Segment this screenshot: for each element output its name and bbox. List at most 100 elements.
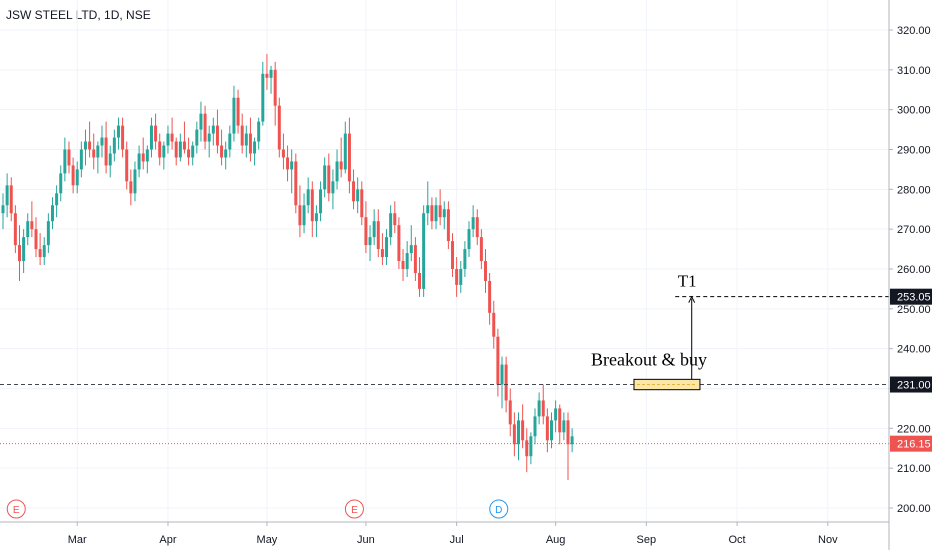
- candle-body: [298, 205, 302, 226]
- earnings-badge[interactable]: [344, 499, 364, 519]
- candle-body: [67, 149, 71, 166]
- candle-body: [533, 416, 537, 437]
- candle-body: [430, 205, 434, 222]
- current-price-label-box: [890, 435, 932, 452]
- candle-body: [215, 125, 219, 146]
- candle-body: [96, 145, 100, 158]
- dividend-badge-letter: D: [495, 505, 502, 516]
- candle-body: [199, 113, 203, 130]
- y-tick-label: 220.00: [897, 423, 931, 435]
- candle-body: [368, 237, 372, 246]
- x-tick-label: Sep: [637, 534, 657, 546]
- candle-body: [488, 280, 492, 313]
- x-tick-label: Jun: [357, 534, 375, 546]
- candle-body: [129, 181, 133, 194]
- y-tick-label: 320.00: [897, 25, 931, 37]
- candle-body: [88, 141, 92, 150]
- candle-body: [1, 205, 5, 214]
- candle-body: [512, 424, 516, 445]
- candle-body: [9, 185, 13, 214]
- candle-body: [149, 125, 153, 150]
- candle-body: [339, 161, 343, 170]
- candle-body: [459, 269, 463, 285]
- candle-body: [451, 241, 455, 269]
- candle-body: [500, 364, 504, 385]
- target-price-label-text: 253.05: [897, 292, 931, 304]
- candle-body: [413, 245, 417, 273]
- candle-body: [137, 153, 141, 170]
- y-tick-label: 300.00: [897, 105, 931, 117]
- candle-body: [236, 97, 240, 126]
- candle-body: [240, 125, 244, 146]
- x-tick-label: Mar: [68, 534, 87, 546]
- candle-body: [463, 249, 467, 269]
- candle-body: [211, 125, 215, 134]
- y-tick-label: 200.00: [897, 503, 931, 515]
- candle-body: [79, 149, 83, 170]
- candle-body: [455, 269, 459, 285]
- candle-body: [116, 125, 120, 138]
- level-price-label-box: [890, 376, 932, 393]
- candle-body: [380, 249, 384, 258]
- earnings-badge[interactable]: [6, 499, 26, 519]
- candle-body: [248, 133, 252, 154]
- candle-body: [203, 113, 207, 142]
- candle-body: [34, 229, 38, 250]
- x-tick-label: May: [257, 534, 278, 546]
- candle-body: [42, 245, 46, 258]
- candle-body: [376, 221, 380, 250]
- candle-body: [438, 205, 442, 218]
- candle-body: [537, 400, 541, 417]
- y-tick-label: 280.00: [897, 184, 931, 196]
- level-price-label-text: 231.00: [897, 380, 931, 392]
- candle-body: [253, 141, 257, 154]
- candle-body: [281, 149, 285, 158]
- candle-body: [104, 137, 108, 166]
- y-axis[interactable]: 200.00210.00220.00230.00240.00250.00260.…: [888, 0, 932, 550]
- candle-body: [397, 225, 401, 262]
- candle-body: [191, 145, 195, 158]
- candle-body: [26, 221, 30, 238]
- annotations: Breakout & buy T1: [591, 272, 707, 391]
- target-label: T1: [678, 272, 697, 291]
- candle-body: [187, 149, 191, 158]
- candle-body: [323, 165, 327, 190]
- x-tick-label: Jul: [450, 534, 464, 546]
- candle-body: [401, 261, 405, 269]
- candle-body: [352, 181, 356, 202]
- x-axis[interactable]: Mar Apr May Jun Jul Aug Sep Oct Nov: [0, 521, 889, 546]
- y-tick-label: 240.00: [897, 344, 931, 356]
- candle-body: [504, 364, 508, 401]
- candle-body: [446, 209, 450, 242]
- candle-body: [71, 165, 75, 186]
- arrow-head: [688, 295, 696, 303]
- candle-body: [554, 408, 558, 421]
- candle-body: [286, 157, 290, 170]
- earnings-badge-letter: E: [13, 505, 20, 516]
- candle-body: [207, 133, 211, 142]
- candle-body: [269, 69, 273, 78]
- candle-body: [393, 213, 397, 226]
- candle-body: [59, 173, 63, 194]
- candle-body: [356, 189, 360, 202]
- candle-body: [92, 149, 96, 158]
- candle-body: [306, 189, 310, 206]
- x-tick-label: Oct: [729, 534, 746, 546]
- candle-body: [558, 408, 562, 433]
- candle-body: [525, 440, 529, 457]
- candle-body: [294, 161, 298, 206]
- candle-body: [182, 141, 186, 150]
- candle-body: [46, 221, 50, 246]
- candle-body: [145, 149, 149, 162]
- candle-body: [496, 336, 500, 385]
- candle-body: [529, 436, 533, 457]
- candle-body: [166, 133, 170, 146]
- candle-body: [562, 420, 566, 433]
- candle-body: [405, 253, 409, 269]
- y-tick-label: 290.00: [897, 145, 931, 157]
- candle-body: [479, 237, 483, 262]
- candle-body: [549, 420, 553, 441]
- dividend-badge[interactable]: [489, 499, 509, 519]
